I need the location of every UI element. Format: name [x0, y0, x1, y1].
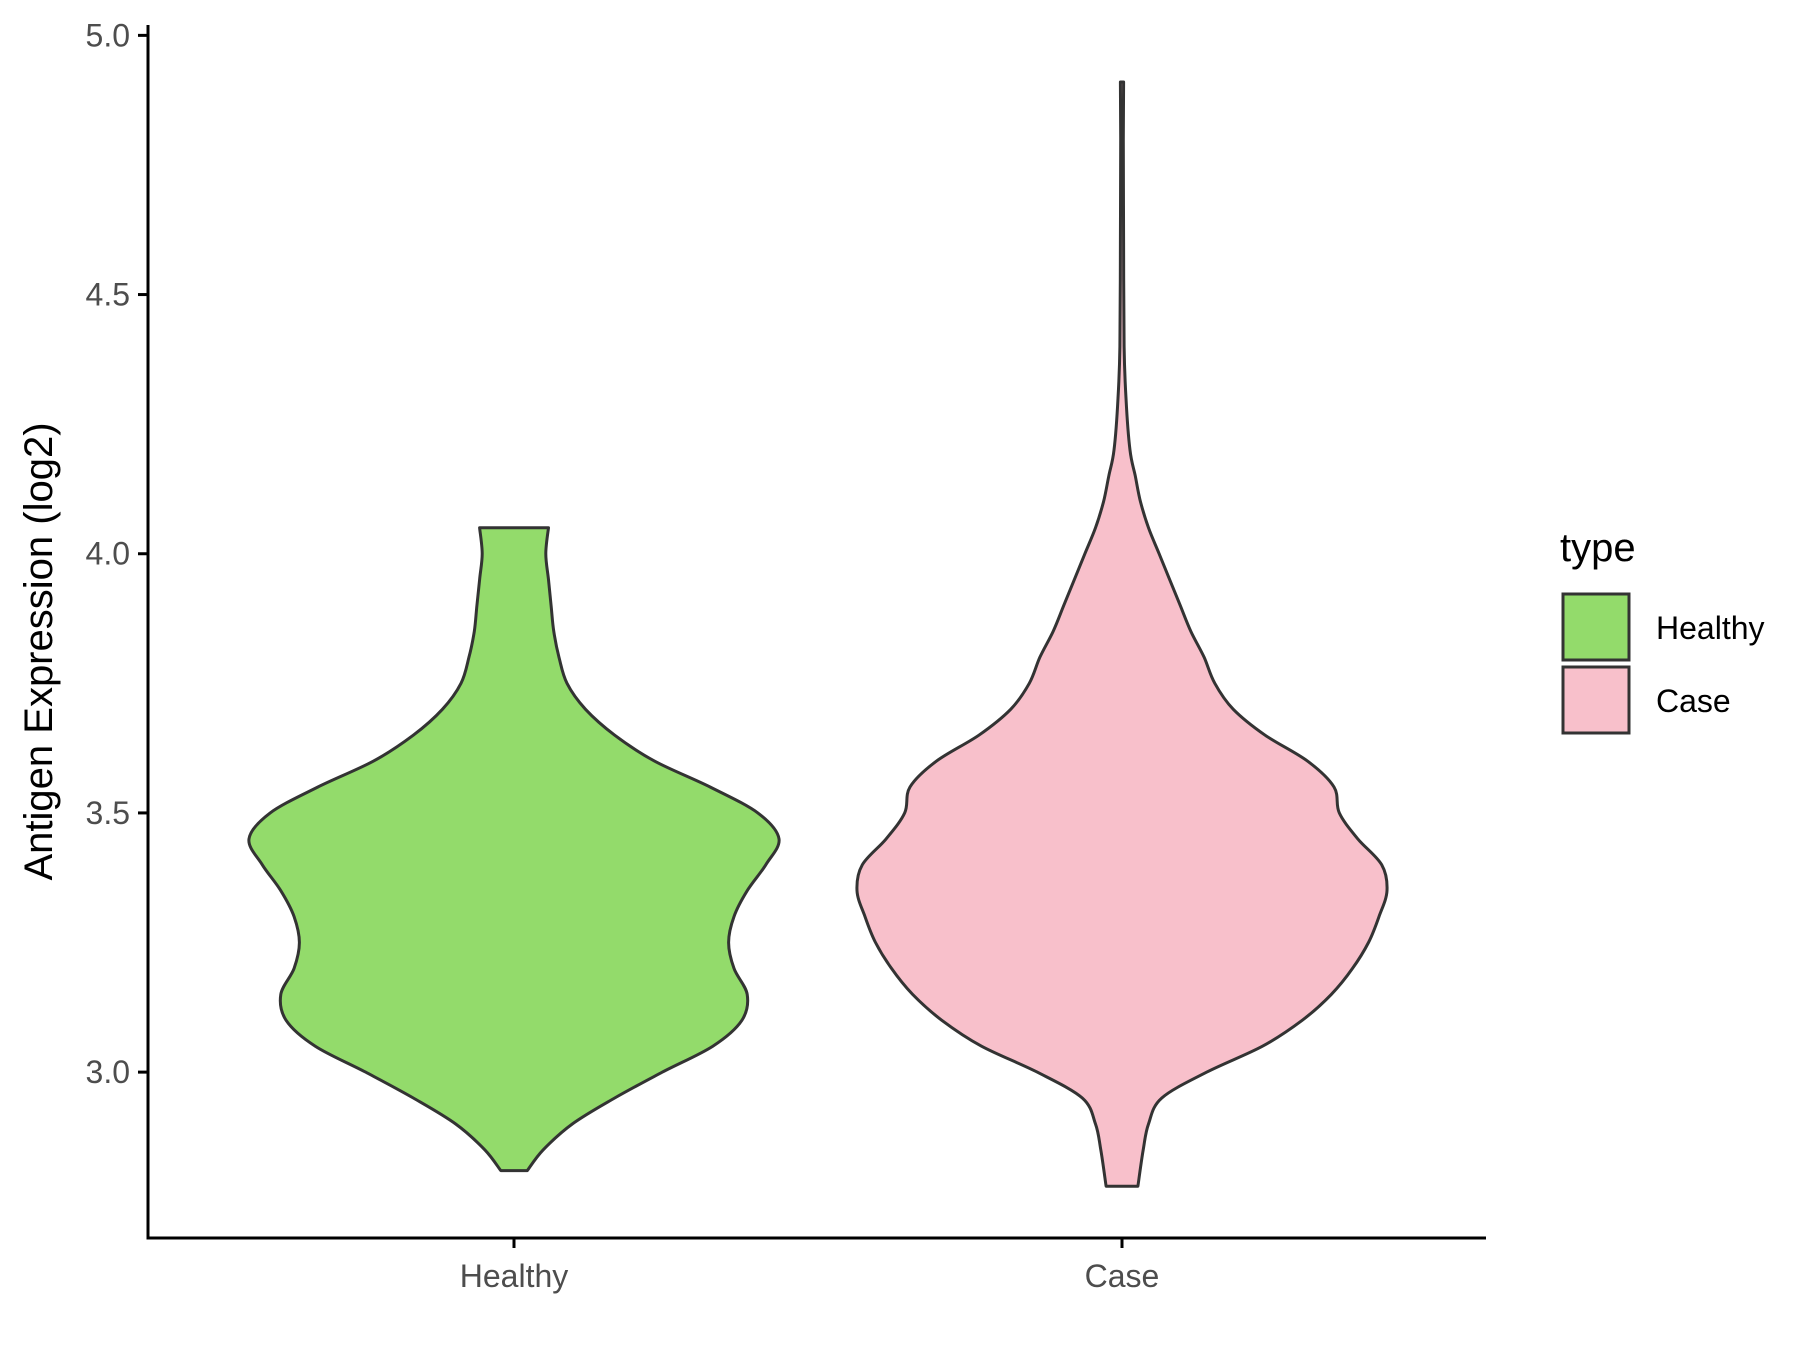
x-tick-label: Case [1085, 1258, 1160, 1294]
violins-layer [247, 80, 1389, 1188]
y-tick-label: 3.5 [86, 795, 130, 831]
y-tick-label: 4.0 [86, 536, 130, 572]
violin-healthy [247, 526, 781, 1173]
legend-title: type [1560, 526, 1636, 570]
y-tick-label: 4.5 [86, 277, 130, 313]
x-tick-label: Healthy [460, 1258, 569, 1294]
legend-key-case [1561, 665, 1631, 735]
legend-key-healthy [1561, 592, 1631, 662]
y-tick-label: 3.0 [86, 1054, 130, 1090]
y-tick-label: 5.0 [86, 17, 130, 53]
legend: type Healthy Case [1560, 526, 1765, 735]
legend-label-case: Case [1656, 683, 1731, 719]
y-axis-title: Antigen Expression (log2) [17, 422, 61, 880]
axes: 3.0 3.5 4.0 4.5 5.0 Healthy Case Antigen Expres… [17, 17, 1486, 1294]
violin-case [855, 80, 1389, 1188]
legend-label-healthy: Healthy [1656, 610, 1765, 646]
axis-lines [146, 25, 1486, 1240]
